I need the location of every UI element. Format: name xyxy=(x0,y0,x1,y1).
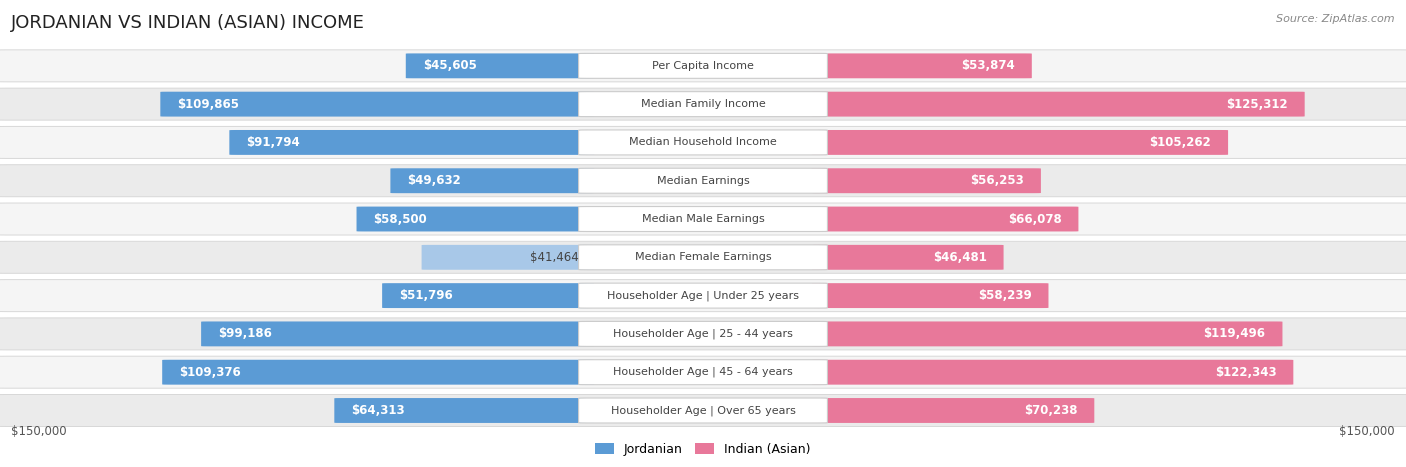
FancyBboxPatch shape xyxy=(0,280,1406,311)
Text: $91,794: $91,794 xyxy=(246,136,299,149)
FancyBboxPatch shape xyxy=(813,168,1040,193)
FancyBboxPatch shape xyxy=(0,241,1406,273)
FancyBboxPatch shape xyxy=(422,245,593,270)
Text: $46,481: $46,481 xyxy=(932,251,987,264)
Text: $49,632: $49,632 xyxy=(408,174,461,187)
Text: Median Household Income: Median Household Income xyxy=(628,137,778,148)
FancyBboxPatch shape xyxy=(579,206,827,232)
Text: Median Male Earnings: Median Male Earnings xyxy=(641,214,765,224)
Text: Median Family Income: Median Family Income xyxy=(641,99,765,109)
FancyBboxPatch shape xyxy=(813,360,1294,385)
FancyBboxPatch shape xyxy=(579,53,827,78)
Text: $56,253: $56,253 xyxy=(970,174,1024,187)
FancyBboxPatch shape xyxy=(0,356,1406,388)
Text: Median Female Earnings: Median Female Earnings xyxy=(634,252,772,262)
FancyBboxPatch shape xyxy=(813,92,1305,117)
FancyBboxPatch shape xyxy=(335,398,593,423)
FancyBboxPatch shape xyxy=(813,206,1078,232)
Text: $45,605: $45,605 xyxy=(423,59,477,72)
FancyBboxPatch shape xyxy=(579,130,827,155)
FancyBboxPatch shape xyxy=(406,53,593,78)
Text: $109,865: $109,865 xyxy=(177,98,239,111)
Text: $53,874: $53,874 xyxy=(962,59,1015,72)
FancyBboxPatch shape xyxy=(579,321,827,347)
FancyBboxPatch shape xyxy=(813,283,1049,308)
Text: $105,262: $105,262 xyxy=(1150,136,1211,149)
FancyBboxPatch shape xyxy=(0,165,1406,197)
Text: $99,186: $99,186 xyxy=(218,327,271,340)
Text: $119,496: $119,496 xyxy=(1204,327,1265,340)
FancyBboxPatch shape xyxy=(0,395,1406,426)
FancyBboxPatch shape xyxy=(0,318,1406,350)
FancyBboxPatch shape xyxy=(579,92,827,117)
FancyBboxPatch shape xyxy=(813,398,1094,423)
Text: $41,464: $41,464 xyxy=(530,251,579,264)
FancyBboxPatch shape xyxy=(201,321,593,347)
FancyBboxPatch shape xyxy=(0,88,1406,120)
Text: $125,312: $125,312 xyxy=(1226,98,1288,111)
FancyBboxPatch shape xyxy=(0,50,1406,82)
Text: $51,796: $51,796 xyxy=(399,289,453,302)
FancyBboxPatch shape xyxy=(579,360,827,385)
FancyBboxPatch shape xyxy=(229,130,593,155)
FancyBboxPatch shape xyxy=(579,168,827,193)
Text: $70,238: $70,238 xyxy=(1024,404,1077,417)
FancyBboxPatch shape xyxy=(813,321,1282,347)
FancyBboxPatch shape xyxy=(813,53,1032,78)
Text: Source: ZipAtlas.com: Source: ZipAtlas.com xyxy=(1277,14,1395,24)
Text: $109,376: $109,376 xyxy=(179,366,240,379)
Legend: Jordanian, Indian (Asian): Jordanian, Indian (Asian) xyxy=(591,438,815,461)
FancyBboxPatch shape xyxy=(357,206,593,232)
FancyBboxPatch shape xyxy=(813,245,1004,270)
FancyBboxPatch shape xyxy=(579,245,827,270)
Text: JORDANIAN VS INDIAN (ASIAN) INCOME: JORDANIAN VS INDIAN (ASIAN) INCOME xyxy=(11,14,366,32)
FancyBboxPatch shape xyxy=(0,203,1406,235)
Text: $58,239: $58,239 xyxy=(977,289,1032,302)
FancyBboxPatch shape xyxy=(579,398,827,423)
Text: $122,343: $122,343 xyxy=(1215,366,1277,379)
Text: Householder Age | Over 65 years: Householder Age | Over 65 years xyxy=(610,405,796,416)
Text: $150,000: $150,000 xyxy=(1339,425,1395,438)
Text: $64,313: $64,313 xyxy=(352,404,405,417)
Text: Per Capita Income: Per Capita Income xyxy=(652,61,754,71)
FancyBboxPatch shape xyxy=(813,130,1227,155)
FancyBboxPatch shape xyxy=(0,127,1406,158)
FancyBboxPatch shape xyxy=(160,92,593,117)
FancyBboxPatch shape xyxy=(382,283,593,308)
Text: Householder Age | 45 - 64 years: Householder Age | 45 - 64 years xyxy=(613,367,793,377)
Text: $66,078: $66,078 xyxy=(1008,212,1062,226)
FancyBboxPatch shape xyxy=(162,360,593,385)
FancyBboxPatch shape xyxy=(391,168,593,193)
Text: $150,000: $150,000 xyxy=(11,425,67,438)
Text: Median Earnings: Median Earnings xyxy=(657,176,749,186)
Text: Householder Age | 25 - 44 years: Householder Age | 25 - 44 years xyxy=(613,329,793,339)
Text: $58,500: $58,500 xyxy=(374,212,427,226)
Text: Householder Age | Under 25 years: Householder Age | Under 25 years xyxy=(607,290,799,301)
FancyBboxPatch shape xyxy=(579,283,827,308)
